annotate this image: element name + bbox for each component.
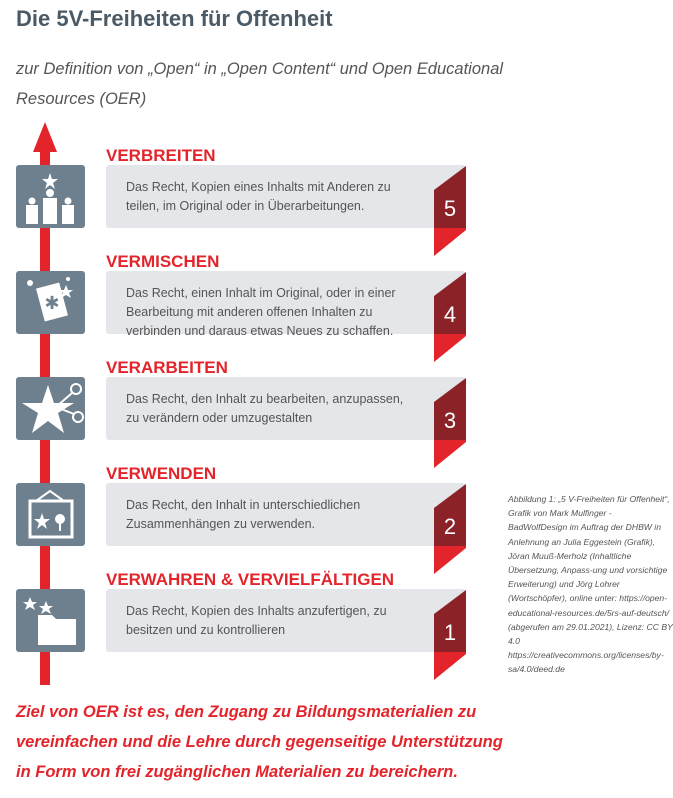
goal-line-2: vereinfachen und die Lehre durch gegense…: [16, 733, 503, 751]
folder-icon: [16, 589, 85, 652]
item-heading: VERARBEITEN: [106, 358, 228, 377]
item-description-box: Das Recht, den Inhalt in unterschiedlich…: [106, 483, 466, 546]
item-number-tab: 4: [434, 272, 466, 362]
mixing-card-icon: ✱: [16, 271, 85, 334]
item-heading: VERWENDEN: [106, 464, 217, 483]
scissors-star-icon: [16, 377, 85, 440]
item-number-tab: 5: [434, 166, 466, 256]
item-description-box: Das Recht, Kopien eines Inhalts mit Ande…: [106, 165, 466, 228]
figure-caption: Abbildung 1: „5 V-Freiheiten für Offenhe…: [508, 494, 673, 675]
page-title: Die 5V-Freiheiten für Offenheit: [16, 6, 333, 31]
subtitle-line-1: zur Definition von „Open“ in „Open Conte…: [16, 60, 504, 78]
item-number-tab: 3: [434, 378, 466, 468]
item-description: Das Recht, den Inhalt in unterschiedlich…: [126, 498, 361, 531]
item-description: Das Recht, Kopien des Inhalts anzufertig…: [126, 604, 387, 637]
item-number: 3: [443, 408, 457, 433]
item-number: 1: [443, 620, 457, 645]
item-number: 5: [443, 196, 457, 221]
item-description: Das Recht, Kopien eines Inhalts mit Ande…: [126, 180, 391, 213]
item-description-box: Das Recht, Kopien des Inhalts anzufertig…: [106, 589, 466, 652]
arrow-up-icon: [33, 122, 57, 152]
item-number-tab: 1: [434, 590, 466, 680]
goal-line-3: in Form von frei zugänglichen Materialie…: [16, 763, 458, 781]
item-heading: VERMISCHEN: [106, 252, 220, 271]
subtitle-line-2: Resources (OER): [16, 90, 147, 108]
item-number: 4: [443, 302, 457, 327]
people-star-icon: [16, 165, 85, 228]
item-description-box: Das Recht, einen Inhalt im Original, ode…: [106, 271, 466, 338]
item-heading: VERWAHREN & VERVIELFÄLTIGEN: [106, 570, 395, 589]
item-number-tab: 2: [434, 484, 466, 574]
item-number: 2: [443, 514, 457, 539]
item-description-box: Das Recht, den Inhalt zu bearbeiten, anz…: [106, 377, 466, 440]
goal-line-1: Ziel von OER ist es, den Zugang zu Bildu…: [16, 703, 477, 721]
item-heading: VERBREITEN: [106, 146, 216, 165]
item-description: Das Recht, einen Inhalt im Original, ode…: [126, 286, 396, 338]
picture-frame-icon: [16, 483, 85, 546]
svg-text:✱: ✱: [44, 293, 59, 313]
item-description: Das Recht, den Inhalt zu bearbeiten, anz…: [126, 392, 404, 425]
